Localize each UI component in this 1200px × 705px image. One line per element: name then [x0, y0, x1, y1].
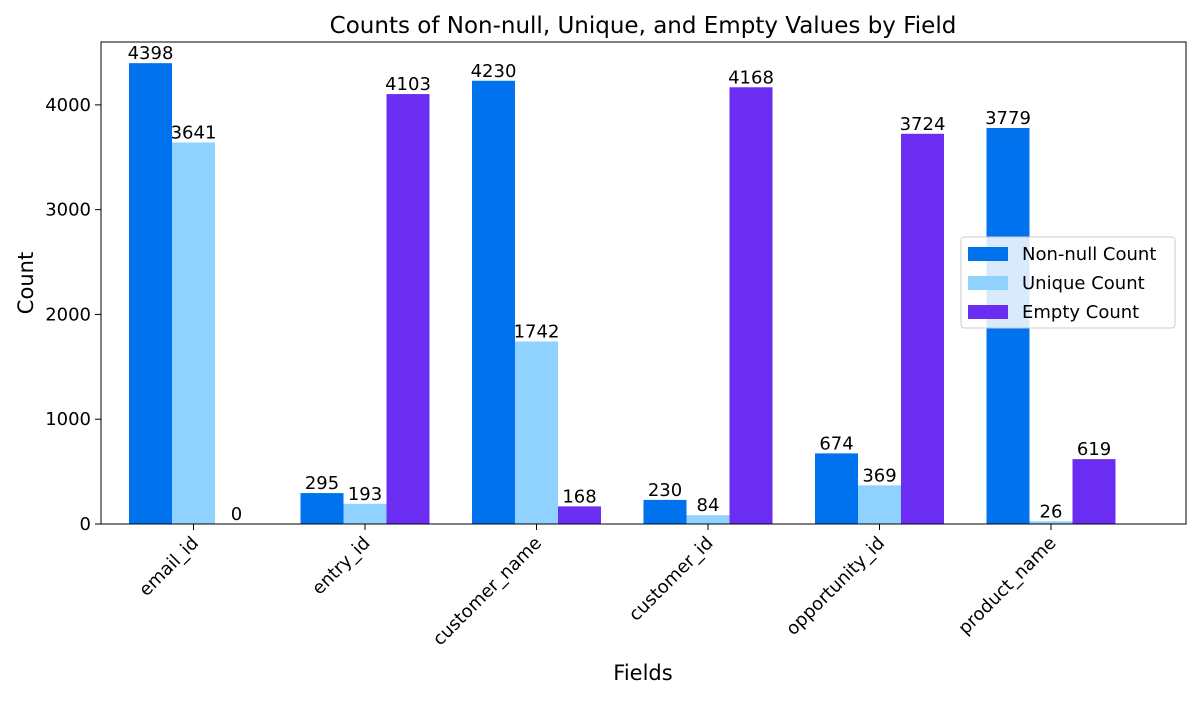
x-tick-label: product_name — [954, 533, 1060, 639]
data-label: 230 — [648, 480, 682, 501]
data-label: 168 — [562, 486, 596, 507]
legend-entry: Empty Count — [1022, 302, 1139, 323]
legend-swatch — [968, 305, 1008, 319]
y-tick-label: 0 — [80, 514, 91, 535]
x-axis: email_id entry_id customer_name customer_id… — [135, 524, 1061, 650]
data-label: 4398 — [128, 43, 174, 64]
x-tick-label: customer_name — [429, 533, 546, 650]
y-tick-label: 2000 — [45, 304, 91, 325]
bars-layer — [129, 63, 1116, 525]
bar-customer_id-non-null-count — [643, 499, 687, 524]
plot-frame — [100, 41, 1187, 525]
y-axis: 0 1000 2000 3000 4000 — [45, 95, 101, 535]
legend-swatch — [968, 247, 1008, 261]
bar-customer_id-unique-count — [686, 515, 730, 524]
bar-entry_id-empty-count — [386, 94, 430, 524]
legend-entry: Unique Count — [1022, 273, 1145, 294]
bar-opportunity_id-unique-count — [858, 485, 901, 524]
x-tick-label: entry_id — [308, 533, 374, 599]
bar-opportunity_id-non-null-count — [815, 453, 858, 524]
bar-entry_id-non-null-count — [300, 493, 344, 524]
legend: Non-null Count Unique Count Empty Count — [960, 236, 1176, 329]
x-tick-label: opportunity_id — [782, 533, 889, 640]
data-label: 84 — [697, 495, 720, 516]
bar-email_id-unique-count — [172, 142, 215, 525]
y-tick-label: 3000 — [45, 200, 91, 221]
data-label: 26 — [1040, 501, 1063, 522]
data-label: 674 — [819, 433, 853, 454]
data-label: 193 — [348, 484, 382, 505]
data-label: 4230 — [471, 61, 517, 82]
x-tick-label: customer_id — [625, 533, 718, 626]
bar-customer_name-non-null-count — [472, 80, 515, 524]
y-tick-label: 4000 — [45, 95, 91, 116]
data-label: 369 — [862, 465, 896, 486]
bar-email_id-non-null-count — [129, 63, 172, 525]
x-tick-label: email_id — [135, 533, 203, 601]
chart-title: Counts of Non-null, Unique, and Empty Va… — [330, 13, 957, 39]
bar-customer_name-unique-count — [515, 341, 558, 524]
bar-entry_id-unique-count — [343, 503, 387, 524]
bar-product_name-empty-count — [1072, 459, 1116, 524]
data-label: 295 — [305, 473, 339, 494]
data-label: 1742 — [514, 321, 560, 342]
data-label: 4103 — [385, 74, 431, 95]
data-label: 3641 — [171, 122, 217, 143]
data-label: 3779 — [985, 108, 1031, 129]
x-axis-label: Fields — [613, 661, 672, 685]
legend-box — [960, 236, 1176, 329]
data-labels-layer: 4398 3641 0 295 193 4103 4230 1742 168 230 84 4168 6… — [128, 43, 1112, 525]
bar-customer_id-empty-count — [729, 87, 773, 525]
bar-opportunity_id-empty-count — [901, 133, 944, 525]
data-label: 4168 — [728, 67, 774, 88]
legend-entry: Non-null Count — [1022, 244, 1156, 265]
y-axis-label: Count — [14, 252, 38, 314]
bar-customer_name-empty-count — [558, 506, 601, 524]
y-tick-label: 1000 — [45, 409, 91, 430]
data-label: 0 — [231, 504, 242, 525]
bar-product_name-unique-count — [1029, 521, 1073, 524]
data-label: 3724 — [900, 114, 946, 135]
data-label: 619 — [1077, 439, 1111, 460]
legend-swatch — [968, 276, 1008, 290]
